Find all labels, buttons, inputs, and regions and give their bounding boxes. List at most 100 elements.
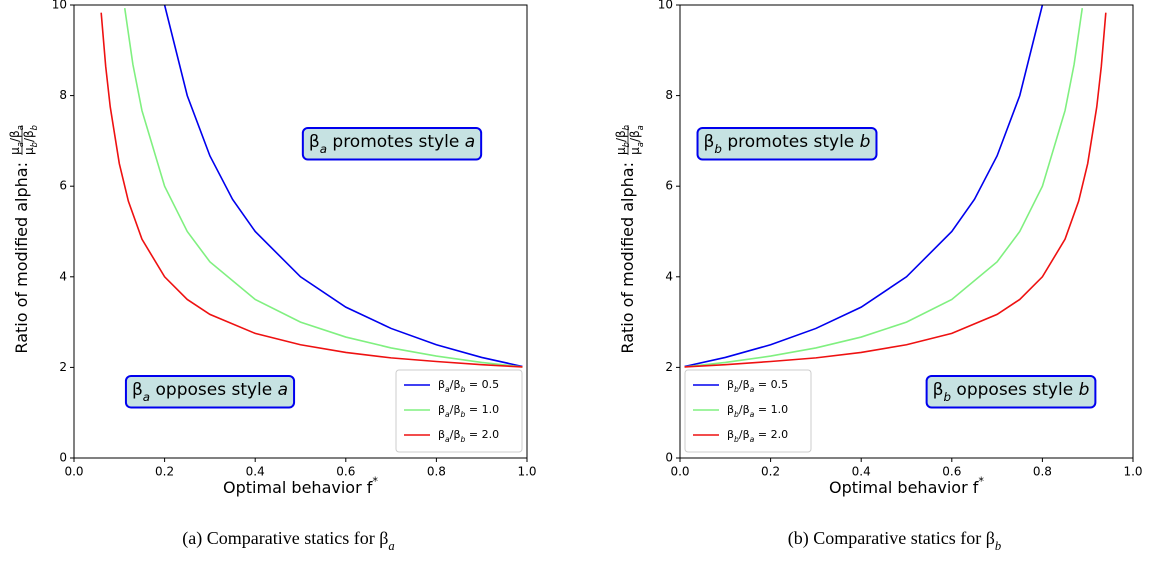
y-tick-label: 0 <box>59 451 67 465</box>
legend-label: βb/βa = 2.0 <box>727 428 788 444</box>
subscript: a <box>445 435 450 444</box>
text-part: /β <box>450 378 461 391</box>
text-part: Ratio of modified alpha: <box>618 162 637 354</box>
subscript: b <box>995 539 1001 553</box>
subscript: b <box>734 385 739 394</box>
y-tick-label: 2 <box>665 360 673 374</box>
superscript: * <box>978 475 984 488</box>
subscript: a <box>15 125 25 130</box>
text-part: /β <box>614 130 628 142</box>
y-tick-label: 4 <box>665 269 673 283</box>
text-part: β <box>132 380 143 400</box>
annotation-box <box>124 375 296 409</box>
text-part: /β <box>739 428 750 441</box>
italic-part: b <box>860 132 871 152</box>
series-line <box>684 12 1107 368</box>
x-tick-label: 0.8 <box>1033 465 1052 479</box>
x-tick-label: 0.8 <box>427 465 446 479</box>
text-part: β <box>727 378 734 391</box>
subscript: b <box>29 142 39 147</box>
plot-frame <box>73 4 528 459</box>
y-tick-label: 10 <box>658 0 673 12</box>
text-part: (b) Comparative statics for β <box>788 528 995 549</box>
caption: (a) Comparative statics for βa <box>182 528 394 553</box>
annotation: βa opposes style a <box>132 380 288 404</box>
annotation-box <box>301 127 483 161</box>
x-tick-label: 1.0 <box>517 465 536 479</box>
subscript: b <box>460 410 465 419</box>
text-part: = 0.5 <box>754 378 788 391</box>
y-tick-label: 8 <box>59 88 67 102</box>
subscript: b <box>29 125 39 130</box>
subscript: a <box>750 385 755 394</box>
text-part: Ratio of modified alpha: <box>12 162 31 354</box>
annotation-box <box>925 375 1097 409</box>
subscript: a <box>143 390 150 404</box>
italic-part: a <box>278 380 288 400</box>
text-part: β <box>438 428 445 441</box>
text-part: = 1.0 <box>754 403 788 416</box>
text-part: μ <box>628 147 642 155</box>
subscript: a <box>635 125 645 130</box>
superscript: * <box>372 475 378 488</box>
fraction-denominator: μb/βb <box>22 125 39 155</box>
x-tick-label: 0.0 <box>64 465 83 479</box>
y-tick-label: 8 <box>665 88 673 102</box>
text-part: = 0.5 <box>465 378 499 391</box>
subscript: b <box>734 435 739 444</box>
italic-part: a <box>465 132 475 152</box>
subscript: b <box>460 435 465 444</box>
subscript: b <box>714 142 722 156</box>
caption: (b) Comparative statics for βb <box>788 528 1001 553</box>
text-part: Optimal behavior f <box>223 478 373 497</box>
text-part: β <box>438 403 445 416</box>
series-line <box>684 4 1044 368</box>
subscript: a <box>750 410 755 419</box>
text-part: promotes style <box>722 132 860 152</box>
text-part: β <box>727 428 734 441</box>
fraction-denominator: μa/βa <box>628 125 645 155</box>
x-tick-label: 0.4 <box>246 465 265 479</box>
y-axis-label-text: Ratio of modified alpha: <box>618 162 637 354</box>
series-line <box>163 4 523 368</box>
subscript: b <box>460 385 465 394</box>
legend-label: βb/βa = 1.0 <box>727 403 788 419</box>
subscript: b <box>943 390 951 404</box>
annotation: βb opposes style b <box>933 380 1090 404</box>
subscript: a <box>320 142 327 156</box>
annotation-box <box>696 127 878 161</box>
subscript: b <box>621 142 631 147</box>
series-line <box>123 8 523 368</box>
text-part: /β <box>8 130 22 142</box>
plot-frame <box>679 4 1134 459</box>
legend-label: βb/βa = 0.5 <box>727 378 788 394</box>
subscript: a <box>445 385 450 394</box>
text-part: β <box>704 132 715 152</box>
x-axis-label: Optimal behavior f* <box>223 475 378 497</box>
text-part: /β <box>739 378 750 391</box>
y-tick-label: 6 <box>665 179 673 193</box>
text-part: opposes style <box>951 380 1079 400</box>
text-part: = 1.0 <box>465 403 499 416</box>
y-tick-label: 10 <box>52 0 67 12</box>
subscript: a <box>750 435 755 444</box>
subscript: a <box>15 142 25 147</box>
y-tick-label: 0 <box>665 451 673 465</box>
x-tick-label: 0.2 <box>155 465 174 479</box>
text-part: promotes style <box>327 132 465 152</box>
legend-box <box>395 369 523 453</box>
text-part: /β <box>739 403 750 416</box>
y-axis-label-text: Ratio of modified alpha: <box>12 162 31 354</box>
y-tick-label: 4 <box>59 269 67 283</box>
annotation: βb promotes style b <box>704 132 871 156</box>
legend-label: βa/βb = 0.5 <box>438 378 499 394</box>
text-part: μ <box>614 147 628 155</box>
text-part: β <box>727 403 734 416</box>
legend-box <box>684 369 812 453</box>
y-tick-label: 2 <box>59 360 67 374</box>
text-part: β <box>933 380 944 400</box>
series-line <box>100 12 523 368</box>
